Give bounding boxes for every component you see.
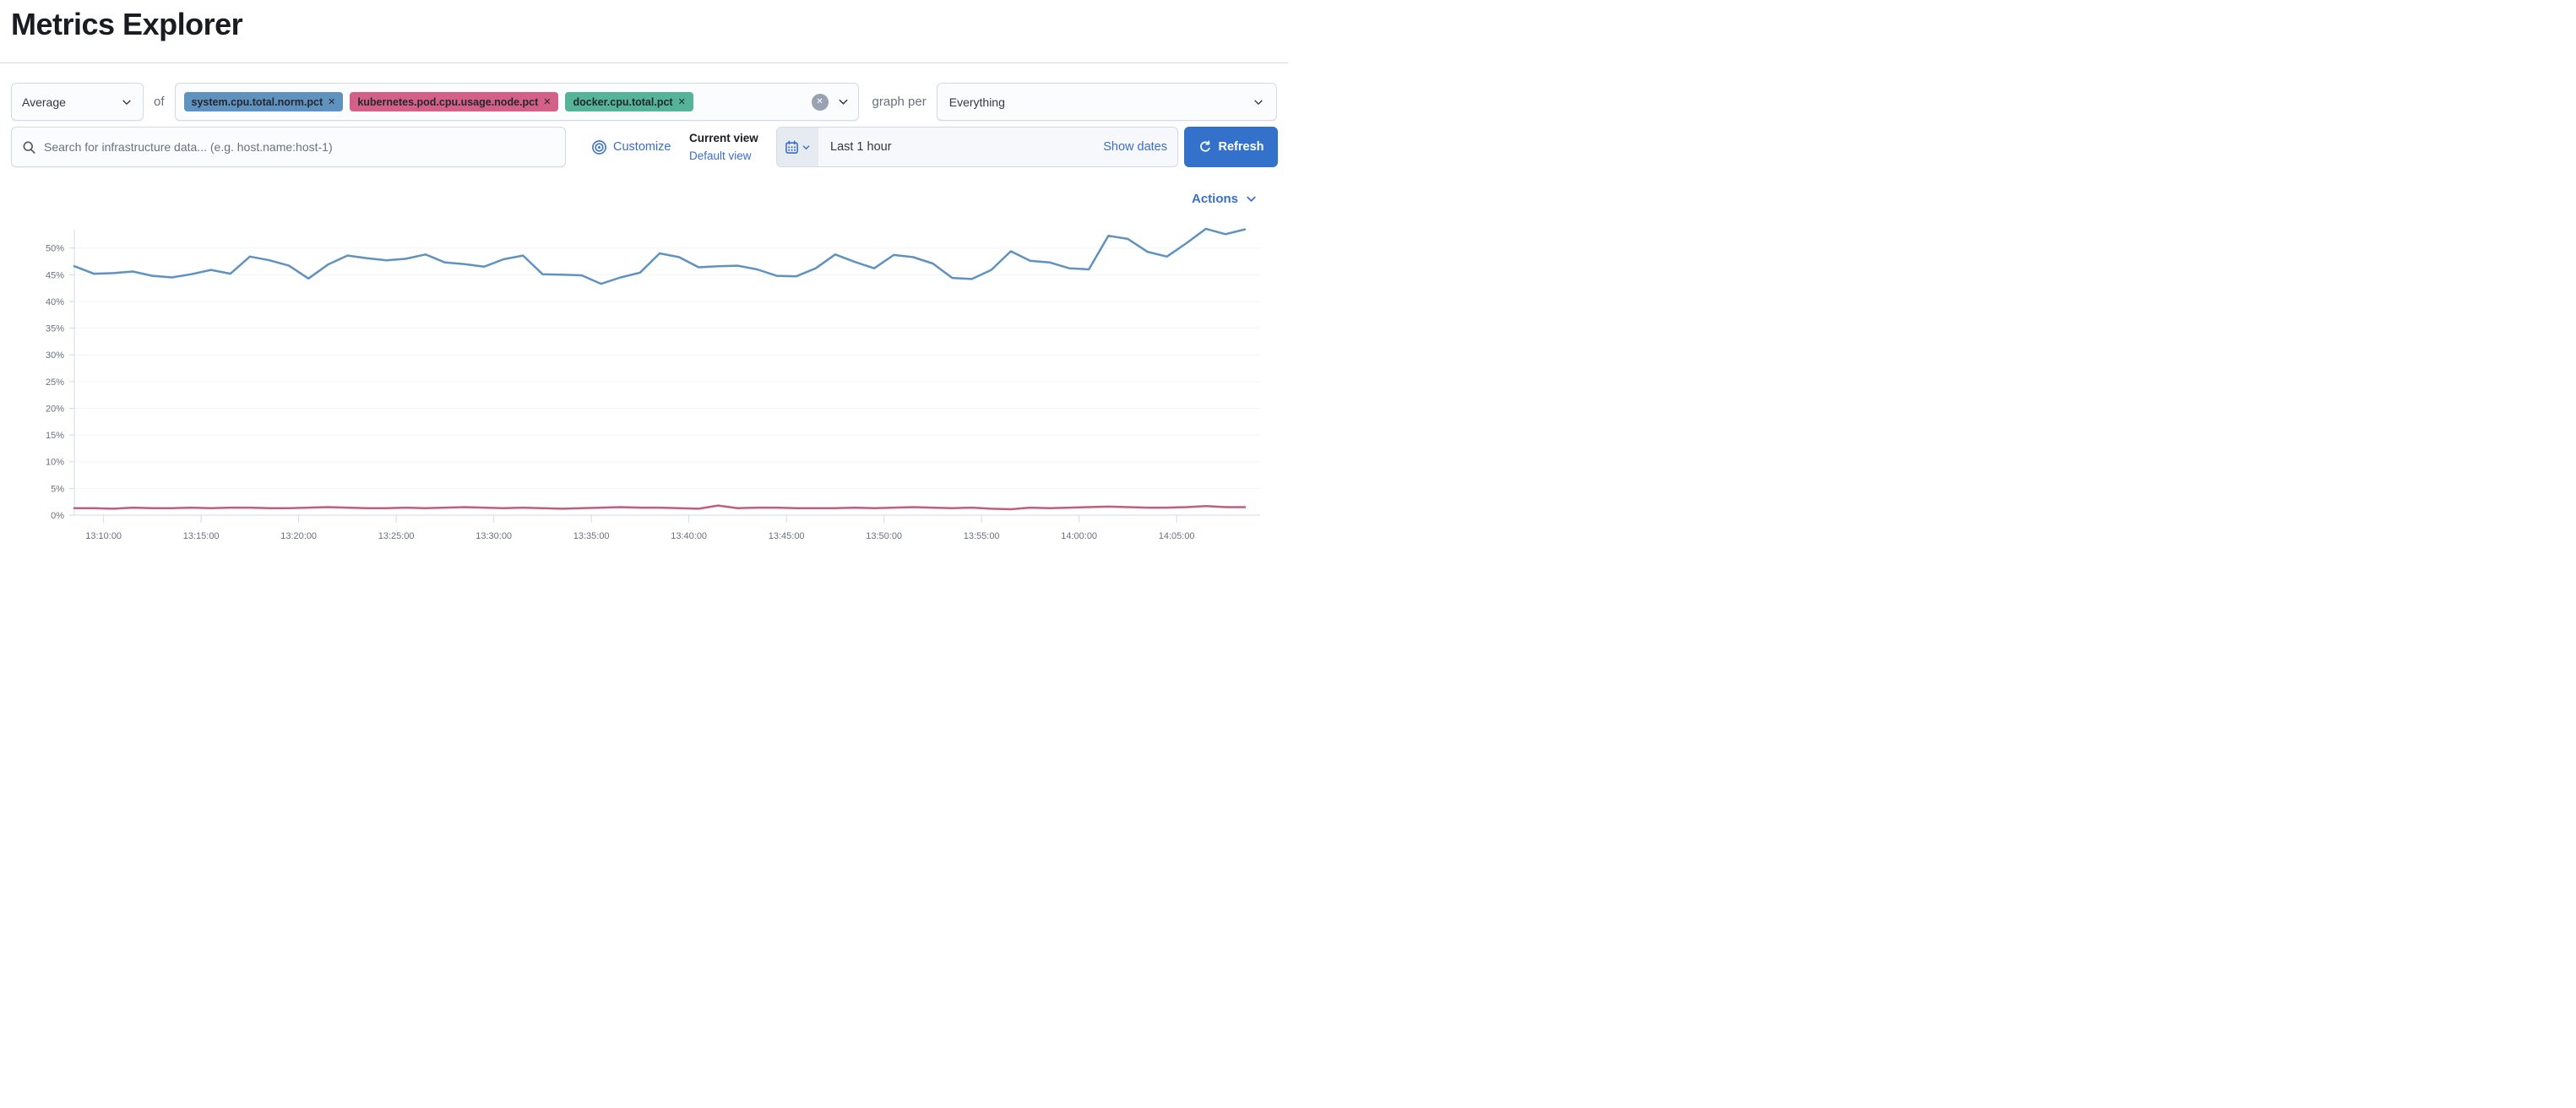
metrics-explorer-page: Metrics Explorer Average of system.cpu.t…	[0, 0, 1288, 554]
y-axis-label: 25%	[46, 377, 64, 388]
chevron-down-icon	[1247, 196, 1256, 202]
aggregation-select[interactable]: Average	[11, 83, 144, 121]
x-axis-label: 13:45:00	[769, 531, 805, 541]
refresh-icon	[1199, 140, 1210, 152]
aggregation-value: Average	[22, 95, 66, 109]
x-axis-label: 13:55:00	[964, 531, 1000, 541]
series-line-system.cpu.total.norm.pct	[73, 227, 1247, 285]
page-title: Metrics Explorer	[11, 7, 243, 41]
y-axis-label: 0%	[51, 511, 64, 521]
group-by-select[interactable]: Everything	[936, 83, 1277, 121]
chevron-down-icon	[802, 144, 810, 149]
date-picker: Last 1 hour Show dates	[776, 127, 1178, 167]
of-label: of	[154, 95, 165, 109]
show-dates-link[interactable]: Show dates	[1103, 140, 1167, 154]
x-axis-label: 13:50:00	[866, 531, 902, 541]
default-view-link[interactable]: Default view	[689, 149, 752, 162]
y-axis-label: 45%	[46, 270, 64, 280]
actions-menu-button[interactable]: Actions	[1192, 187, 1258, 209]
current-view-label: Current view	[689, 132, 758, 144]
date-range-value[interactable]: Last 1 hour	[830, 140, 892, 154]
metric-badge-label: docker.cpu.total.pct	[573, 95, 673, 108]
x-axis-label: 13:40:00	[671, 531, 707, 541]
x-axis-label: 14:00:00	[1061, 531, 1097, 541]
actions-label: Actions	[1191, 191, 1238, 206]
refresh-button[interactable]: Refresh	[1184, 127, 1278, 167]
y-axis-label: 50%	[46, 244, 64, 254]
y-axis-label: 10%	[46, 458, 64, 468]
header-divider	[0, 62, 1288, 63]
y-axis-label: 15%	[46, 431, 64, 441]
y-axis-label: 40%	[46, 297, 64, 307]
customize-label: Customize	[613, 140, 671, 154]
page-header: Metrics Explorer	[11, 7, 243, 42]
refresh-label: Refresh	[1218, 140, 1264, 154]
chevron-down-icon[interactable]	[837, 95, 850, 108]
customize-button[interactable]: Customize	[591, 127, 671, 167]
x-axis-label: 13:20:00	[280, 531, 317, 541]
search-input[interactable]	[44, 140, 555, 154]
metric-badge[interactable]: kubernetes.pod.cpu.usage.node.pct ✕	[350, 92, 559, 111]
group-by-value: Everything	[948, 95, 1005, 109]
remove-metric-icon[interactable]: ✕	[543, 97, 552, 107]
y-axis-label: 5%	[51, 484, 64, 494]
quick-select-button[interactable]	[777, 128, 818, 166]
metric-badge[interactable]: system.cpu.total.norm.pct ✕	[183, 92, 344, 111]
x-axis-label: 13:35:00	[573, 531, 610, 541]
view-switcher: Current view Default view	[689, 129, 758, 165]
search-box	[11, 127, 566, 167]
metrics-chart-area: 0% 5% 10% 15% 20% 25% 30% 35% 40% 45% 50% 13:10:00 1…	[0, 220, 1288, 554]
chevron-down-icon	[122, 100, 131, 105]
metric-combobox[interactable]: system.cpu.total.norm.pct ✕ kubernetes.pod…	[174, 83, 859, 121]
date-range-area: Last 1 hour Show dates	[818, 128, 1177, 166]
search-icon	[23, 141, 35, 154]
chevron-down-icon	[1254, 100, 1263, 105]
metric-badge-label: system.cpu.total.norm.pct	[191, 95, 323, 108]
metric-controls-row: Average of system.cpu.total.norm.pct ✕ kub…	[11, 83, 1277, 121]
graph-per-label: graph per	[872, 95, 927, 109]
clear-metrics-icon[interactable]: ✕	[811, 93, 829, 111]
y-axis-label: 20%	[46, 404, 64, 414]
calendar-icon	[785, 139, 798, 154]
series-line-kubernetes.pod.cpu.usage.node.pct	[73, 504, 1247, 511]
search-time-row: Customize Current view Default view Last…	[0, 127, 1288, 167]
remove-metric-icon[interactable]: ✕	[677, 97, 686, 107]
metrics-chart[interactable]: 0% 5% 10% 15% 20% 25% 30% 35% 40% 45% 50% 13:10:00 1…	[0, 220, 1288, 554]
x-axis-label: 13:10:00	[85, 531, 122, 541]
metric-badge-list: system.cpu.total.norm.pct ✕ kubernetes.pod…	[183, 92, 812, 111]
customize-icon	[592, 139, 606, 155]
y-axis-label: 30%	[46, 350, 64, 361]
x-axis-label: 13:15:00	[183, 531, 220, 541]
x-axis-label: 14:05:00	[1159, 531, 1195, 541]
remove-metric-icon[interactable]: ✕	[328, 97, 336, 107]
x-axis-label: 13:30:00	[476, 531, 512, 541]
y-axis-label: 35%	[46, 324, 64, 334]
x-axis-label: 13:25:00	[378, 531, 415, 541]
metric-badge[interactable]: docker.cpu.total.pct ✕	[565, 92, 693, 111]
metric-badge-label: kubernetes.pod.cpu.usage.node.pct	[357, 95, 539, 108]
